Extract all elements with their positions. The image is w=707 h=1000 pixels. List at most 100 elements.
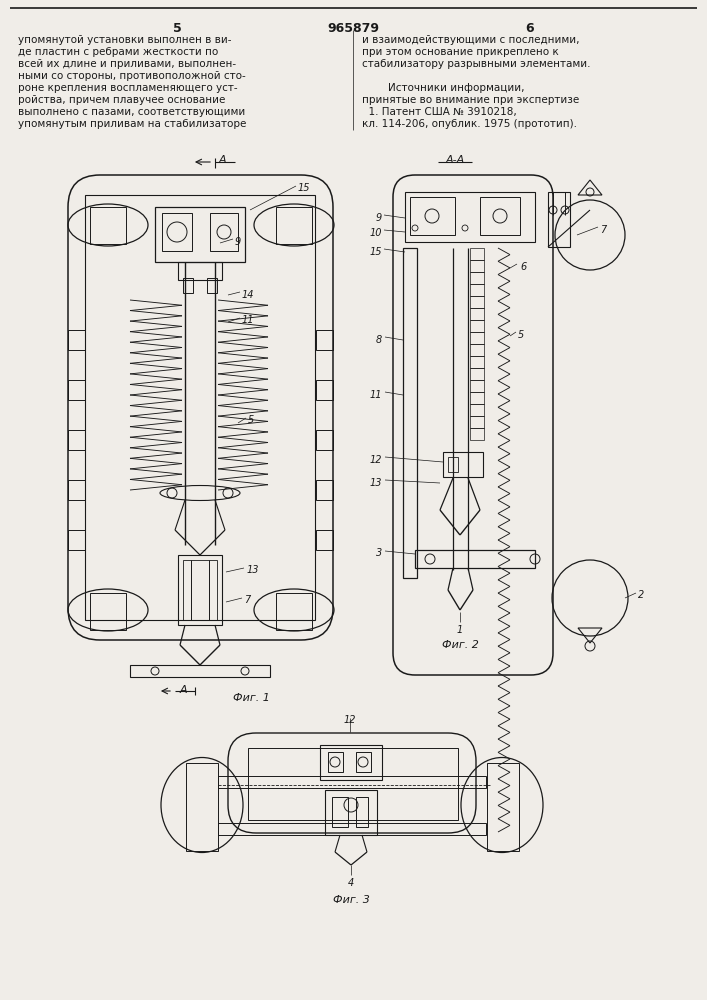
Text: 7: 7 [244,595,250,605]
Bar [470,392,484,404]
Text: де пластин с ребрами жесткости по: де пластин с ребрами жесткости по [18,47,218,57]
Text: 15: 15 [298,183,310,193]
Text: 13: 13 [247,565,259,575]
Bar [316,530,333,550]
Text: 6: 6 [520,262,526,272]
Text: ными со стороны, противоположной сто-: ными со стороны, противоположной сто- [18,71,246,81]
Bar [162,213,192,251]
Bar [218,823,486,835]
Text: 7: 7 [600,225,606,235]
Text: 3: 3 [375,548,382,558]
Bar [248,748,458,820]
Bar [470,428,484,440]
Text: 10: 10 [370,228,382,238]
Text: 9: 9 [235,237,241,247]
Text: 11: 11 [370,390,382,400]
Text: Фиг. 3: Фиг. 3 [332,895,370,905]
Text: Источники информации,: Источники информации, [362,83,525,93]
Text: 8: 8 [375,335,382,345]
Bar [480,197,520,235]
Text: 2: 2 [638,590,644,600]
Bar [178,262,222,280]
Text: 13: 13 [370,478,382,488]
Text: А: А [218,155,226,165]
Text: 1. Патент США № 3910218,: 1. Патент США № 3910218, [362,107,517,117]
Bar [410,197,455,235]
Bar [470,404,484,416]
Text: и взаимодействующими с последними,: и взаимодействующими с последними, [362,35,580,45]
Bar [470,380,484,392]
Text: выполнено с пазами, соответствующими: выполнено с пазами, соответствующими [18,107,245,117]
Bar [316,380,333,400]
Bar [183,278,193,293]
Bar [85,195,315,620]
Text: 14: 14 [242,290,255,300]
Text: кл. 114-206, опублик. 1975 (прототип).: кл. 114-206, опублик. 1975 (прототип). [362,119,577,129]
Bar [210,213,238,251]
Bar [356,752,371,772]
Text: 12: 12 [344,715,356,725]
Bar [183,560,191,620]
Bar [68,480,85,500]
Bar [332,797,348,827]
Bar [276,207,312,244]
Bar [90,207,126,244]
Bar [316,430,333,450]
Text: 5: 5 [173,22,182,35]
Bar [470,284,484,296]
Bar [68,430,85,450]
Bar [186,763,218,851]
Text: упомянутым приливам на стабилизаторе: упомянутым приливам на стабилизаторе [18,119,246,129]
Text: 5: 5 [248,415,255,425]
Bar [470,248,484,260]
Text: 12: 12 [370,455,382,465]
Text: принятые во внимание при экспертизе: принятые во внимание при экспертизе [362,95,579,105]
Bar [470,296,484,308]
Bar [276,593,312,630]
Text: А-А: А-А [445,155,464,165]
Bar [470,416,484,428]
Text: роне крепления воспламеняющего уст-: роне крепления воспламеняющего уст- [18,83,238,93]
Text: 965879: 965879 [327,22,379,35]
Text: 1: 1 [457,625,463,635]
Bar [470,344,484,356]
Text: А: А [179,685,187,695]
Text: всей их длине и приливами, выполнен-: всей их длине и приливами, выполнен- [18,59,236,69]
Bar [209,560,217,620]
Text: Фиг. 2: Фиг. 2 [442,640,479,650]
Bar [470,272,484,284]
Bar [403,248,417,578]
Bar [178,555,222,625]
Bar [155,207,245,262]
Bar [443,452,483,477]
Text: 11: 11 [242,315,255,325]
Text: 9: 9 [375,213,382,223]
Bar [130,665,270,677]
Bar [325,790,377,835]
Bar [356,797,368,827]
Bar [320,745,382,780]
Bar [548,192,570,247]
Bar [470,332,484,344]
Text: упомянутой установки выполнен в ви-: упомянутой установки выполнен в ви- [18,35,231,45]
Text: Фиг. 1: Фиг. 1 [233,693,270,703]
Text: 5: 5 [518,330,525,340]
Text: стабилизатору разрывными элементами.: стабилизатору разрывными элементами. [362,59,590,69]
Text: ройства, причем плавучее основание: ройства, причем плавучее основание [18,95,226,105]
Bar [191,560,209,620]
Text: при этом основание прикреплено к: при этом основание прикреплено к [362,47,559,57]
Bar [328,752,343,772]
Bar [316,330,333,350]
Bar [68,530,85,550]
Bar [207,278,217,293]
Bar [487,763,519,851]
Bar [470,368,484,380]
Bar [68,380,85,400]
Bar [218,776,486,788]
Bar [316,480,333,500]
Text: 15: 15 [370,247,382,257]
Bar [90,593,126,630]
Text: 6: 6 [526,22,534,35]
Bar [470,308,484,320]
Bar [448,457,458,472]
